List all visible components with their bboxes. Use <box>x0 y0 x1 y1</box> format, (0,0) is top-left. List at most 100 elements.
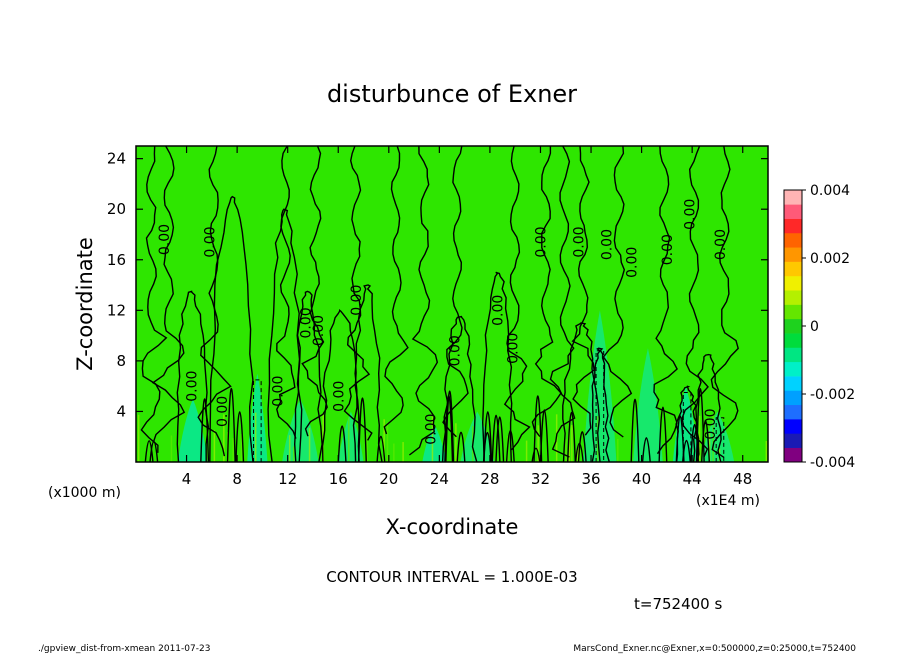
chart-title: disturbunce of Exner <box>327 80 577 108</box>
contour-wiggle <box>533 395 543 463</box>
colorbar-swatch <box>784 318 802 334</box>
contour-wiggle <box>681 439 691 463</box>
negative-contour <box>595 350 605 462</box>
colorbar-swatch <box>784 433 802 448</box>
x-tick-label: 36 <box>581 470 600 488</box>
y-tick-label: 24 <box>107 150 126 168</box>
contour-label: 0.00 <box>713 229 729 260</box>
x-tick-label: 20 <box>379 470 398 488</box>
contour-wiggle <box>456 431 466 463</box>
positive-streak <box>565 439 567 462</box>
colorbar-tick-label: 0.002 <box>810 251 850 267</box>
x-tick-label: 4 <box>182 470 192 488</box>
contour-lobe <box>293 290 323 463</box>
plot-area: 0.00 0.00 0.00 0.00 0.00 0.00 0.00 0.00 0.00 0.00… <box>107 145 769 488</box>
colorbar: 0.004 0.002 0 -0.002 -0.004 <box>783 183 855 471</box>
colorbar-swatch <box>784 247 802 262</box>
positive-streak <box>288 435 291 462</box>
contour-wiggle <box>376 435 386 463</box>
x-tick-label: 48 <box>733 470 752 488</box>
contour-line <box>276 145 297 439</box>
contour-label: 0.00 <box>683 199 699 230</box>
contour-label: 0.00 <box>271 376 287 407</box>
contour-line <box>549 145 576 458</box>
contour-wiggle <box>675 415 685 463</box>
negative-patch <box>633 348 663 462</box>
positive-streak <box>308 428 311 462</box>
contour-label: 0.00 <box>349 285 365 316</box>
colorbar-swatch <box>784 361 802 377</box>
contour-line <box>710 145 739 458</box>
positive-streak <box>347 417 350 462</box>
contour-label: 0.00 <box>571 226 587 257</box>
contour-wiggle <box>445 390 455 463</box>
contour-wiggle <box>695 388 705 463</box>
contour-label: 0.00 <box>660 234 676 265</box>
positive-streak <box>571 424 573 462</box>
colorbar-swatch <box>784 404 802 420</box>
positive-streak <box>431 414 434 462</box>
colorbar-swatch <box>784 204 802 219</box>
colorbar-swatch <box>784 218 802 234</box>
contour-wiggle <box>444 394 454 463</box>
contour-label: 0.00 <box>534 226 550 257</box>
positive-streak <box>712 414 714 462</box>
x-tick-label: 24 <box>430 470 449 488</box>
contour-label: 0.00 <box>599 229 615 260</box>
contour-lobe <box>591 347 610 463</box>
colorbar-swatches <box>784 190 802 463</box>
positive-streak <box>568 425 571 462</box>
contour-wiggle <box>577 431 587 463</box>
contour-lobe <box>176 290 210 463</box>
contour-wiggle <box>539 409 549 463</box>
colorbar-swatch <box>784 261 802 277</box>
contour-interval-text: CONTOUR INTERVAL = 1.000E-03 <box>326 568 577 586</box>
colorbar-tick-label: 0.004 <box>810 183 850 199</box>
contour-wiggle <box>357 397 367 463</box>
zero-contours <box>140 145 739 463</box>
colorbar-tick-label: -0.002 <box>810 387 855 403</box>
contour-wiggle <box>235 411 245 463</box>
contour-line <box>531 146 562 438</box>
colorbar-swatch <box>784 419 802 434</box>
x-tick-label: 40 <box>632 470 651 488</box>
contour-line <box>602 145 633 438</box>
contour-wiggle <box>200 398 210 463</box>
x-axis-label: X-coordinate <box>386 515 519 539</box>
contour-label: 0.00 <box>185 371 201 402</box>
negative-patch <box>177 398 208 462</box>
contour-line <box>301 145 328 437</box>
time-text: t=752400 s <box>634 595 722 613</box>
y-tick-label: 8 <box>116 352 126 370</box>
x-tick-label: 44 <box>683 470 702 488</box>
colorbar-swatch <box>784 376 802 391</box>
contour-lobe <box>352 284 383 463</box>
contour-wiggle <box>567 411 577 463</box>
contour-line <box>408 145 439 456</box>
contour-line <box>571 145 595 436</box>
contour-wiggle <box>701 420 710 463</box>
x-unit-label: (x1000 m) <box>48 485 121 501</box>
x-ticks: 4 8 12 16 20 24 28 32 36 40 44 48 <box>182 146 752 488</box>
y-tick-label: 16 <box>107 251 126 269</box>
contour-line <box>383 145 409 435</box>
positive-streak <box>577 447 579 462</box>
positive-streak <box>617 438 619 462</box>
contour-line <box>140 145 168 453</box>
contour-wiggle <box>337 425 347 463</box>
colorbar-swatch <box>784 232 802 248</box>
colorbar-swatch <box>784 447 802 463</box>
contour-label: 0.00 <box>506 333 522 364</box>
colorbar-swatch <box>784 347 802 363</box>
colorbar-tick-label: -0.004 <box>810 455 855 471</box>
contour-label: 0.00 <box>448 335 464 366</box>
positive-streak <box>292 446 295 462</box>
x-tick-label: 8 <box>232 470 242 488</box>
negative-contour <box>715 417 725 462</box>
positive-streak <box>537 425 539 462</box>
negative-contour <box>682 391 692 462</box>
contour-lobe <box>441 315 478 463</box>
contour-wiggle <box>495 416 505 463</box>
y-tick-label: 4 <box>116 402 126 420</box>
contour-line <box>442 145 469 438</box>
